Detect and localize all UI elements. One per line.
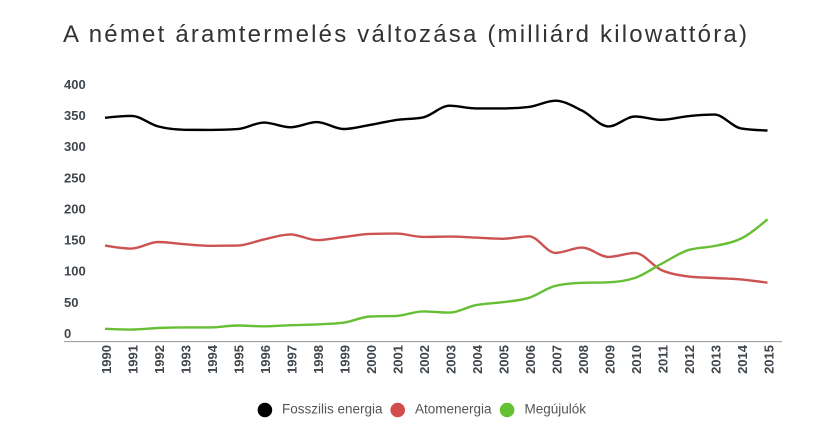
svg-text:2013: 2013 — [709, 345, 724, 374]
svg-text:Fosszilis energia: Fosszilis energia — [282, 402, 383, 417]
svg-text:150: 150 — [64, 233, 86, 248]
svg-text:Atomenergia: Atomenergia — [415, 402, 492, 417]
svg-text:250: 250 — [64, 170, 86, 185]
svg-text:300: 300 — [64, 139, 86, 154]
svg-text:1993: 1993 — [179, 345, 194, 374]
svg-text:1991: 1991 — [126, 345, 141, 374]
svg-text:50: 50 — [64, 295, 78, 310]
svg-text:2000: 2000 — [364, 345, 379, 374]
svg-text:2014: 2014 — [735, 344, 750, 374]
svg-text:1996: 1996 — [258, 345, 273, 374]
svg-text:2005: 2005 — [497, 345, 512, 374]
svg-text:2012: 2012 — [682, 345, 697, 374]
svg-text:2010: 2010 — [629, 345, 644, 374]
svg-text:1990: 1990 — [99, 345, 114, 374]
svg-text:Megújulók: Megújulók — [525, 402, 587, 417]
svg-text:1998: 1998 — [311, 345, 326, 374]
svg-text:1992: 1992 — [152, 345, 167, 374]
svg-text:2002: 2002 — [417, 345, 432, 374]
svg-text:100: 100 — [64, 264, 86, 279]
svg-text:350: 350 — [64, 108, 86, 123]
svg-text:400: 400 — [64, 77, 86, 92]
svg-text:2011: 2011 — [656, 345, 671, 373]
svg-text:2003: 2003 — [444, 345, 459, 374]
svg-text:1999: 1999 — [338, 345, 353, 374]
svg-text:1994: 1994 — [205, 344, 220, 374]
svg-text:2008: 2008 — [576, 345, 591, 374]
svg-text:2006: 2006 — [523, 345, 538, 374]
svg-text:1995: 1995 — [232, 345, 247, 374]
svg-text:2015: 2015 — [762, 345, 777, 374]
svg-text:2004: 2004 — [470, 344, 485, 374]
svg-text:1997: 1997 — [285, 345, 300, 374]
svg-text:2001: 2001 — [391, 345, 406, 374]
svg-text:2007: 2007 — [550, 345, 565, 374]
svg-text:2009: 2009 — [603, 345, 618, 374]
svg-text:200: 200 — [64, 201, 86, 216]
svg-text:0: 0 — [64, 326, 71, 341]
